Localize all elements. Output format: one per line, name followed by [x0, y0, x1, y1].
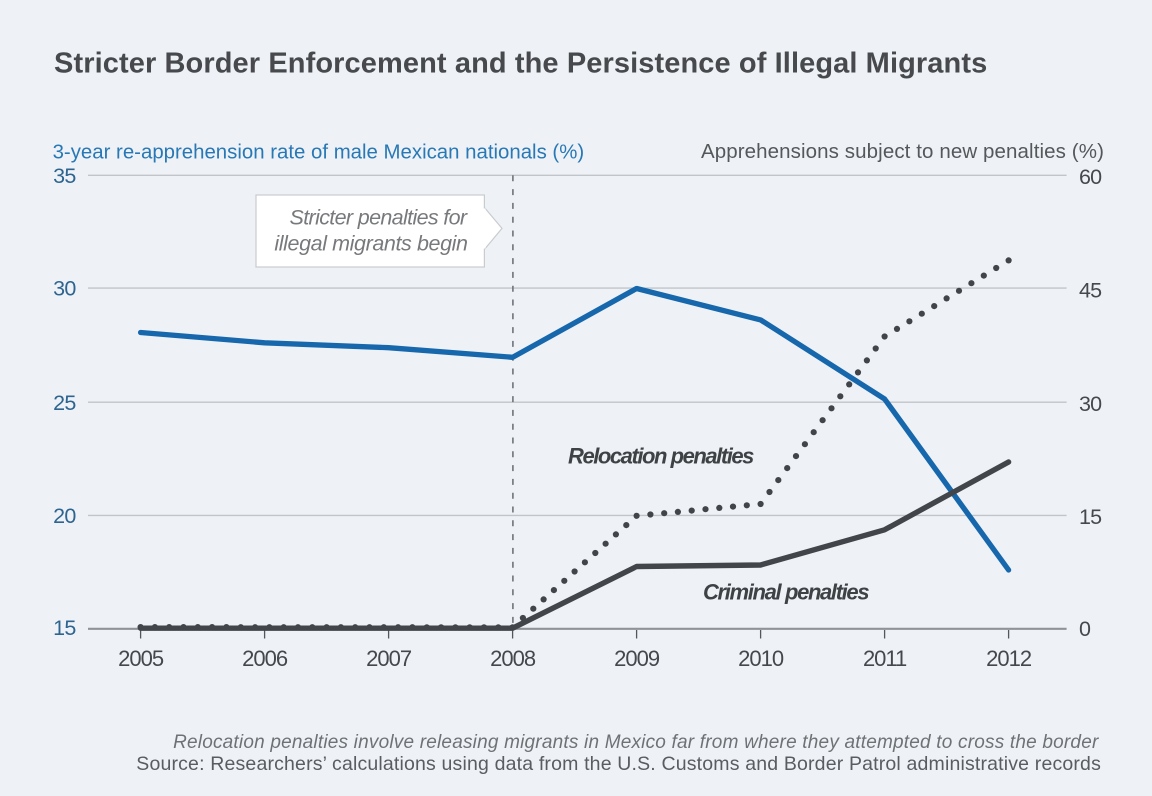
svg-text:2011: 2011 — [863, 646, 907, 671]
svg-text:0: 0 — [1079, 617, 1091, 641]
svg-text:Stricter Border Enforcement an: Stricter Border Enforcement and the Pers… — [54, 48, 987, 80]
svg-text:2007: 2007 — [366, 646, 412, 671]
svg-text:3-year re-apprehension rate of: 3-year re-apprehension rate of male Mexi… — [53, 141, 585, 163]
svg-text:30: 30 — [1079, 392, 1102, 416]
svg-text:2012: 2012 — [986, 646, 1032, 671]
svg-text:2008: 2008 — [490, 646, 536, 671]
svg-text:2005: 2005 — [118, 646, 164, 671]
svg-text:2010: 2010 — [738, 646, 784, 671]
svg-text:35: 35 — [53, 164, 76, 188]
svg-text:30: 30 — [53, 277, 76, 301]
svg-text:Criminal penalties: Criminal penalties — [703, 580, 869, 605]
svg-text:20: 20 — [53, 504, 76, 528]
svg-text:2006: 2006 — [242, 646, 288, 671]
svg-text:Stricter penalties for: Stricter penalties for — [290, 205, 468, 229]
svg-text:Apprehensions subject to new p: Apprehensions subject to new penalties (… — [701, 140, 1104, 163]
svg-text:25: 25 — [53, 391, 76, 415]
svg-text:illegal migrants begin: illegal migrants begin — [274, 232, 467, 256]
svg-text:60: 60 — [1079, 165, 1102, 189]
svg-text:Relocation penalties: Relocation penalties — [568, 444, 754, 469]
svg-text:Relocation penalties involve r: Relocation penalties involve releasing m… — [173, 732, 1099, 753]
svg-text:15: 15 — [1079, 505, 1102, 529]
svg-text:15: 15 — [53, 616, 76, 640]
svg-text:45: 45 — [1079, 278, 1102, 302]
svg-text:Source: Researchers’ calculati: Source: Researchers’ calculations using … — [136, 753, 1101, 775]
svg-text:2009: 2009 — [614, 646, 660, 671]
